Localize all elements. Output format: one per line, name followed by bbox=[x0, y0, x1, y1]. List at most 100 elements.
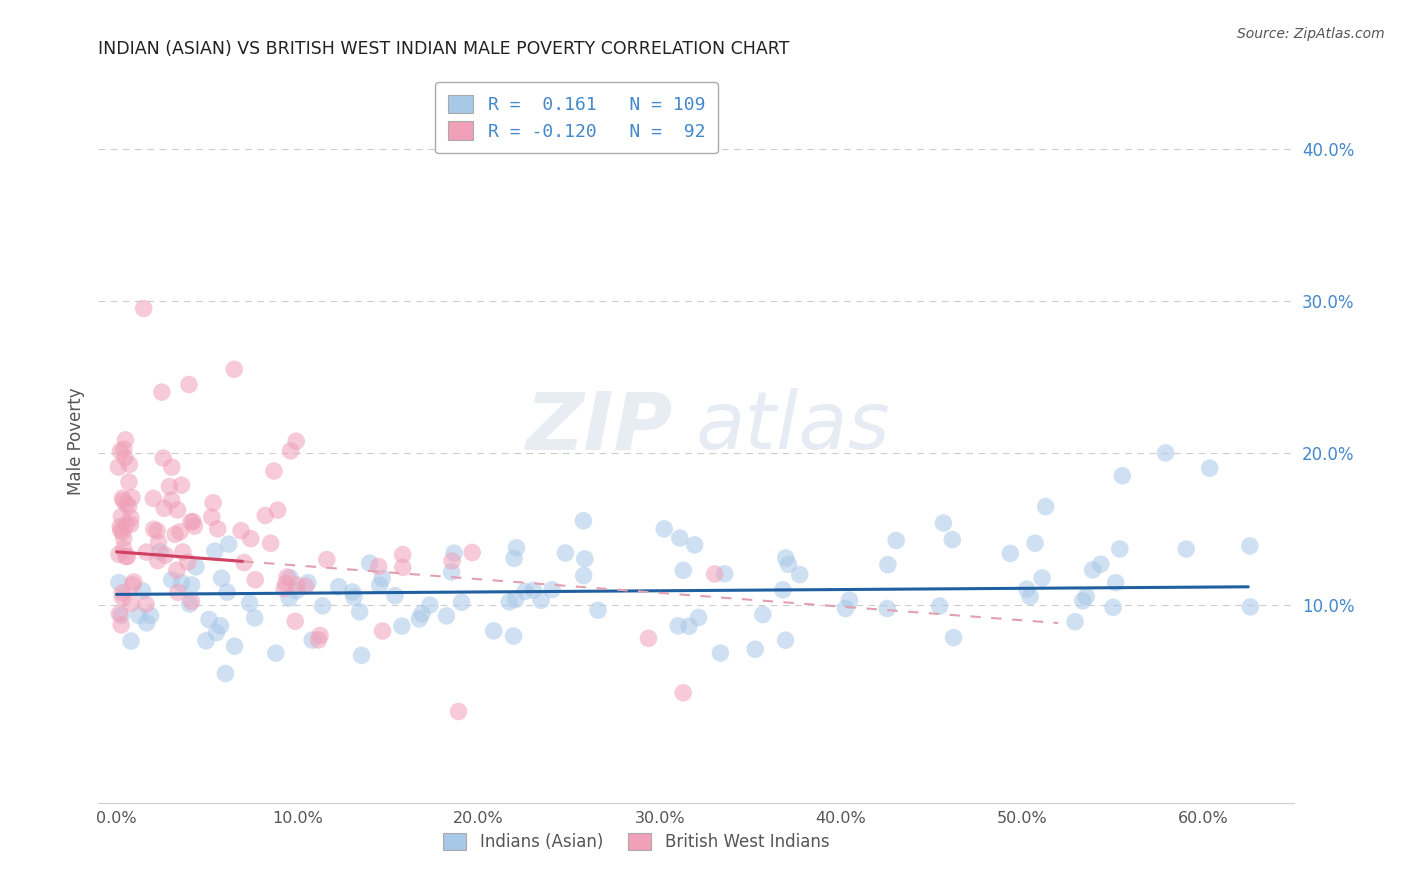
Point bbox=[181, 515, 204, 529]
Point bbox=[391, 548, 413, 562]
Point bbox=[350, 648, 373, 663]
Point bbox=[239, 596, 262, 610]
Point bbox=[441, 554, 464, 568]
Point bbox=[264, 646, 287, 660]
Point bbox=[122, 574, 145, 589]
Point bbox=[112, 442, 135, 457]
Point bbox=[637, 632, 659, 646]
Point bbox=[166, 503, 188, 517]
Point bbox=[115, 549, 138, 564]
Point bbox=[1111, 468, 1133, 483]
Point bbox=[408, 612, 430, 626]
Legend: Indians (Asian), British West Indians: Indians (Asian), British West Indians bbox=[434, 825, 838, 860]
Point bbox=[150, 385, 173, 400]
Point bbox=[574, 552, 596, 566]
Point bbox=[117, 500, 139, 514]
Point bbox=[502, 629, 524, 643]
Point bbox=[207, 522, 229, 536]
Point bbox=[1031, 571, 1053, 585]
Point bbox=[115, 517, 138, 532]
Point bbox=[112, 493, 135, 508]
Point bbox=[1239, 539, 1261, 553]
Point bbox=[1102, 600, 1125, 615]
Y-axis label: Male Poverty: Male Poverty bbox=[66, 388, 84, 495]
Point bbox=[111, 591, 134, 605]
Point bbox=[111, 491, 134, 505]
Point bbox=[153, 501, 176, 516]
Point bbox=[461, 545, 484, 559]
Point bbox=[108, 548, 131, 562]
Point bbox=[110, 444, 132, 458]
Point bbox=[315, 552, 337, 566]
Point bbox=[202, 496, 225, 510]
Point bbox=[276, 570, 298, 584]
Point bbox=[229, 524, 252, 538]
Point bbox=[1154, 446, 1177, 460]
Point bbox=[167, 585, 190, 599]
Point bbox=[285, 434, 308, 449]
Point bbox=[285, 583, 308, 598]
Point bbox=[132, 301, 155, 316]
Point bbox=[243, 611, 266, 625]
Point bbox=[169, 524, 191, 539]
Point bbox=[1175, 542, 1198, 557]
Point bbox=[297, 575, 319, 590]
Point bbox=[118, 458, 141, 472]
Point bbox=[1081, 563, 1104, 577]
Point bbox=[1108, 541, 1130, 556]
Point bbox=[391, 560, 413, 574]
Point bbox=[224, 362, 246, 376]
Point bbox=[121, 578, 143, 592]
Point bbox=[1064, 615, 1087, 629]
Point bbox=[775, 633, 797, 648]
Point bbox=[111, 586, 134, 600]
Point bbox=[367, 559, 389, 574]
Point bbox=[530, 593, 553, 607]
Point bbox=[198, 612, 221, 626]
Point bbox=[160, 460, 183, 475]
Point bbox=[1239, 599, 1261, 614]
Point bbox=[371, 624, 394, 638]
Point bbox=[311, 599, 333, 613]
Point bbox=[586, 603, 609, 617]
Point bbox=[259, 536, 281, 550]
Point bbox=[184, 560, 207, 574]
Point bbox=[505, 541, 527, 555]
Point bbox=[666, 619, 689, 633]
Point bbox=[110, 520, 132, 534]
Point bbox=[503, 551, 526, 566]
Point bbox=[301, 633, 323, 648]
Point bbox=[515, 584, 537, 599]
Point bbox=[411, 607, 433, 621]
Point bbox=[146, 524, 169, 538]
Point bbox=[284, 614, 307, 628]
Point bbox=[678, 619, 700, 633]
Point bbox=[1071, 594, 1094, 608]
Point bbox=[482, 624, 505, 638]
Point bbox=[128, 608, 150, 623]
Point bbox=[669, 531, 692, 545]
Point bbox=[368, 578, 391, 592]
Point bbox=[148, 535, 170, 549]
Point bbox=[180, 515, 202, 529]
Point bbox=[159, 480, 181, 494]
Point bbox=[834, 601, 856, 615]
Point bbox=[838, 593, 860, 607]
Point bbox=[112, 541, 135, 556]
Point bbox=[1035, 500, 1057, 514]
Point bbox=[170, 478, 193, 492]
Point bbox=[440, 565, 463, 579]
Point bbox=[146, 553, 169, 567]
Point bbox=[177, 555, 200, 569]
Point bbox=[180, 578, 202, 592]
Point bbox=[391, 619, 413, 633]
Text: atlas: atlas bbox=[696, 388, 891, 467]
Point bbox=[211, 571, 233, 585]
Point bbox=[744, 642, 766, 657]
Point bbox=[108, 607, 131, 621]
Point bbox=[713, 566, 735, 581]
Point bbox=[274, 576, 297, 591]
Point bbox=[121, 491, 143, 505]
Point bbox=[294, 579, 316, 593]
Point bbox=[152, 450, 174, 465]
